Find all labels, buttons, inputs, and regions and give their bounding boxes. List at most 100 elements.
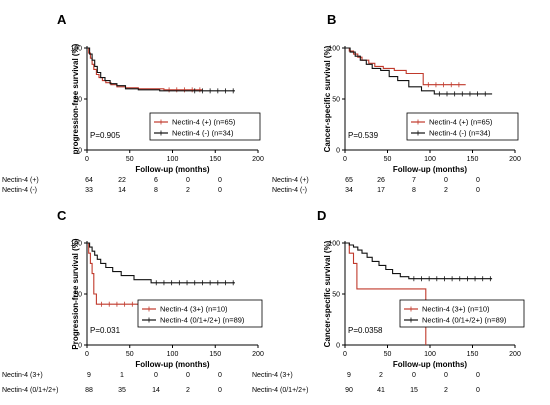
y-tick-label: 50: [74, 292, 82, 299]
y-tick-label: 0: [78, 343, 82, 350]
survival-curve-series-2: [345, 47, 493, 95]
y-tick-label: 100: [328, 241, 340, 248]
x-axis-label: Follow-up (months): [393, 165, 468, 174]
x-tick-label: 200: [509, 351, 521, 358]
risk-value: 14: [118, 187, 126, 194]
risk-value: 22: [118, 177, 126, 184]
legend: Nectin-4 (3+) (n=10) Nectin-4 (0/1+/2+) (…: [399, 299, 525, 328]
y-tick-label: 0: [336, 148, 340, 155]
y-axis-label: Progression-free survival (%): [71, 238, 80, 349]
x-tick-label: 200: [252, 156, 264, 163]
risk-value: 17: [377, 187, 385, 194]
y-tick-label: 100: [328, 46, 340, 53]
x-tick-label: 150: [467, 156, 479, 163]
p-value: P=0.0358: [348, 326, 383, 335]
survival-curve-series-1: [345, 47, 466, 86]
risk-value: 2: [186, 387, 190, 394]
risk-value: 8: [412, 187, 416, 194]
x-tick-label: 100: [424, 156, 436, 163]
x-axis-label: Follow-up (months): [135, 165, 210, 174]
y-tick-label: 0: [78, 148, 82, 155]
legend-label: Nectin-4 (+) (n=65): [172, 118, 236, 127]
survival-curve-series-2: [345, 242, 493, 280]
risk-value: 34: [345, 187, 353, 194]
risk-value: 26: [377, 177, 385, 184]
y-axis-label: progression-free survival (%): [71, 43, 80, 154]
y-axis-label: Cancer-specific survival (%): [323, 45, 332, 152]
panel-letter: D: [317, 208, 326, 223]
risk-value: 14: [152, 387, 160, 394]
risk-value: 0: [476, 187, 480, 194]
y-tick-label: 0: [336, 343, 340, 350]
x-axis-label: Follow-up (months): [135, 360, 210, 369]
legend-label: Nectin-4 (+) (n=65): [429, 118, 493, 127]
legend-box: [149, 112, 261, 141]
risk-table: Nectin-4 (3+) 9 2 0 0 0 Nectin-4 (0/1+/2+) 90 41…: [252, 372, 480, 394]
x-tick-label: 100: [167, 156, 179, 163]
panel-letter: A: [57, 12, 67, 27]
legend: Nectin-4 (3+) (n=10) Nectin-4 (0/1+/2+) (…: [137, 299, 263, 328]
risk-value: 64: [85, 177, 93, 184]
survival-curve-series-2: [87, 47, 235, 92]
risk-row-label: Nectin-4 (3+): [252, 372, 293, 379]
y-tick-label: 50: [332, 292, 340, 299]
risk-value: 90: [345, 387, 353, 394]
p-value: P=0.905: [90, 131, 121, 140]
legend: Nectin-4 (+) (n=65) Nectin-4 (-) (n=34): [406, 112, 519, 141]
risk-value: 0: [476, 387, 480, 394]
x-axis-label: Follow-up (months): [393, 360, 468, 369]
risk-row-label: Nectin-4 (-): [2, 187, 37, 194]
risk-value: 2: [379, 372, 383, 379]
x-tick-label: 100: [167, 351, 179, 358]
legend-label: Nectin-4 (0/1+/2+) (n=89): [160, 316, 245, 325]
risk-value: 0: [154, 372, 158, 379]
x-tick-label: 0: [343, 156, 347, 163]
risk-value: 0: [186, 372, 190, 379]
survival-curve-series-1: [87, 47, 203, 91]
risk-value: 0: [218, 387, 222, 394]
x-tick-label: 50: [126, 156, 134, 163]
legend-label: Nectin-4 (3+) (n=10): [422, 305, 490, 314]
risk-table: Nectin-4 (3+) 9 1 0 0 0 Nectin-4 (0/1+/2+) 88 35…: [2, 372, 222, 394]
x-tick-label: 0: [343, 351, 347, 358]
risk-value: 33: [85, 187, 93, 194]
x-tick-label: 50: [384, 156, 392, 163]
risk-value: 0: [218, 372, 222, 379]
risk-value: 65: [345, 177, 353, 184]
p-value: P=0.031: [90, 326, 121, 335]
x-tick-label: 200: [509, 156, 521, 163]
risk-row-label: Nectin-4 (0/1+/2+): [2, 387, 58, 394]
legend: Nectin-4 (+) (n=65) Nectin-4 (-) (n=34): [149, 112, 261, 141]
x-tick-label: 150: [467, 351, 479, 358]
risk-value: 1: [120, 372, 124, 379]
risk-value: 0: [412, 372, 416, 379]
p-value: P=0.539: [348, 131, 379, 140]
risk-row-label: Nectin-4 (-): [272, 187, 307, 194]
risk-value: 2: [444, 187, 448, 194]
x-tick-label: 150: [209, 156, 221, 163]
risk-value: 0: [218, 187, 222, 194]
panel-letter: C: [57, 208, 67, 223]
panel-letter: B: [327, 12, 336, 27]
survival-curve-series-2: [87, 242, 235, 284]
risk-value: 2: [444, 387, 448, 394]
risk-value: 0: [186, 177, 190, 184]
risk-value: 0: [218, 177, 222, 184]
legend-label: Nectin-4 (0/1+/2+) (n=89): [422, 316, 507, 325]
legend-box: [137, 299, 263, 328]
risk-row-label: Nectin-4 (+): [272, 177, 309, 184]
legend-label: Nectin-4 (-) (n=34): [172, 129, 234, 138]
x-tick-label: 0: [85, 351, 89, 358]
legend-box: [399, 299, 525, 328]
legend-box: [406, 112, 519, 141]
risk-value: 6: [154, 177, 158, 184]
risk-value: 0: [476, 177, 480, 184]
risk-value: 35: [118, 387, 126, 394]
risk-value: 8: [154, 187, 158, 194]
legend-label: Nectin-4 (3+) (n=10): [160, 305, 228, 314]
